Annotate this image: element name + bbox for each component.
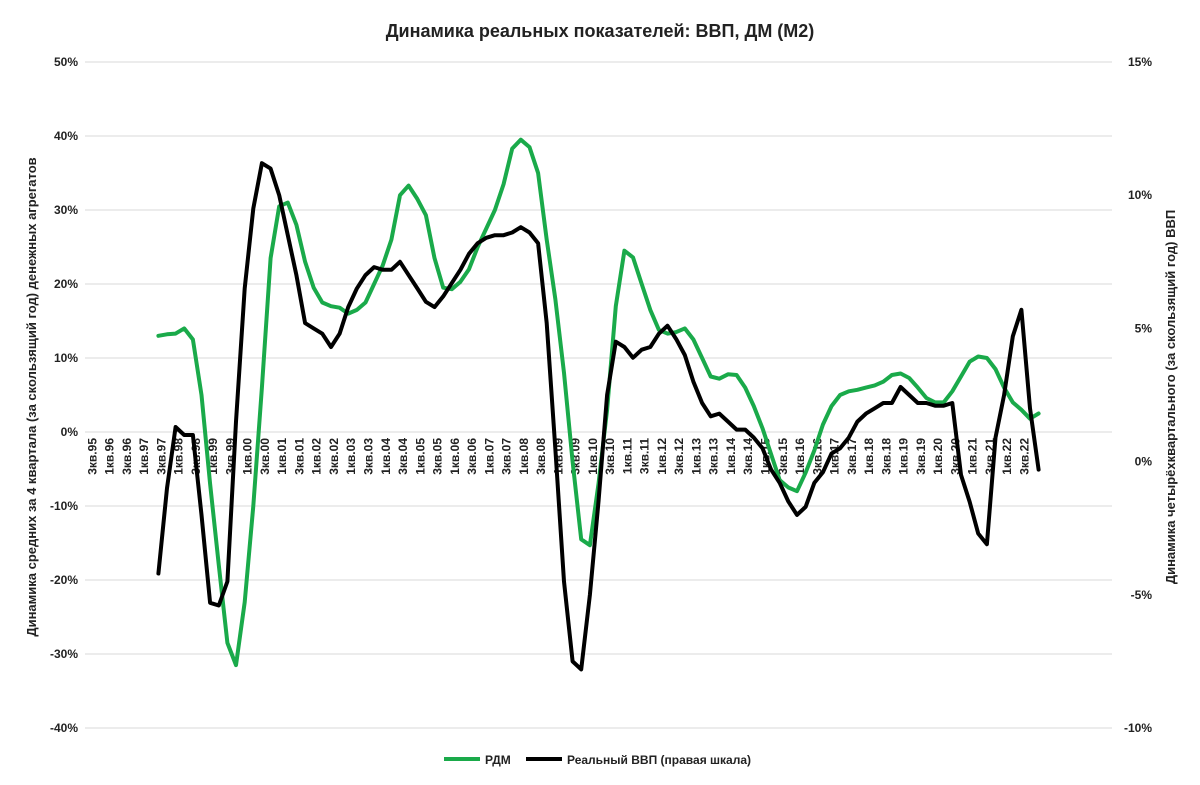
x-tick-label: 1кв.01 bbox=[275, 438, 289, 475]
x-tick-label: 3кв.96 bbox=[120, 438, 134, 475]
gridlines bbox=[85, 61, 1112, 729]
x-tick-label: 3кв.97 bbox=[154, 438, 168, 475]
left-tick-label: -40% bbox=[50, 721, 78, 735]
x-tick-label: 1кв.08 bbox=[517, 438, 531, 475]
left-tick-label: 50% bbox=[54, 55, 78, 69]
left-tick-label: 30% bbox=[54, 203, 78, 217]
x-tick-label: 1кв.18 bbox=[862, 438, 876, 475]
x-tick-label: 3кв.07 bbox=[500, 438, 514, 475]
x-tick-label: 3кв.22 bbox=[1017, 438, 1031, 475]
x-tick-label: 1кв.98 bbox=[172, 438, 186, 475]
x-tick-label: 1кв.10 bbox=[586, 438, 600, 475]
left-axis-ticks: 50% 40% 30% 20% 10% 0% -10% -20% -30% -40% bbox=[50, 55, 78, 735]
x-tick-label: 3кв.13 bbox=[707, 438, 721, 475]
x-tick-label: 1кв.19 bbox=[897, 438, 911, 475]
x-tick-label: 1кв.17 bbox=[828, 438, 842, 475]
x-tick-label: 3кв.11 bbox=[638, 438, 652, 474]
x-tick-label: 3кв.10 bbox=[603, 438, 617, 475]
x-tick-label: 1кв.03 bbox=[344, 438, 358, 475]
x-tick-label: 3кв.00 bbox=[258, 438, 272, 475]
series-line-rdm bbox=[156, 137, 1041, 668]
x-tick-label: 1кв.14 bbox=[724, 438, 738, 475]
left-axis-label: Динамика средних за 4 квартала (за сколь… bbox=[24, 157, 39, 636]
x-tick-label: 3кв.19 bbox=[914, 438, 928, 475]
x-tick-label: 1кв.06 bbox=[448, 438, 462, 475]
x-tick-label: 1кв.96 bbox=[103, 438, 117, 475]
x-tick-label: 3кв.95 bbox=[85, 438, 99, 475]
x-tick-label: 1кв.13 bbox=[690, 438, 704, 475]
x-tick-label: 3кв.04 bbox=[396, 438, 410, 475]
series-lines bbox=[156, 137, 1041, 672]
x-tick-label: 3кв.08 bbox=[534, 438, 548, 475]
left-tick-label: -20% bbox=[50, 573, 78, 587]
legend-label-rdm: РДМ bbox=[485, 753, 511, 767]
left-tick-label: 20% bbox=[54, 277, 78, 291]
left-tick-label: 0% bbox=[61, 425, 79, 439]
legend-label-gdp: Реальный ВВП (правая шкала) bbox=[567, 753, 751, 767]
right-tick-label: 5% bbox=[1135, 321, 1153, 335]
x-tick-label: 1кв.12 bbox=[655, 438, 669, 475]
x-tick-label: 3кв.15 bbox=[776, 438, 790, 475]
right-tick-label: 0% bbox=[1135, 455, 1153, 469]
x-tick-label: 1кв.04 bbox=[379, 438, 393, 475]
left-tick-label: -30% bbox=[50, 647, 78, 661]
x-tick-label: 3кв.02 bbox=[327, 438, 341, 475]
x-tick-label: 3кв.03 bbox=[362, 438, 376, 475]
x-tick-label: 3кв.06 bbox=[465, 438, 479, 475]
left-tick-label: 40% bbox=[54, 129, 78, 143]
x-tick-label: 1кв.11 bbox=[620, 438, 634, 474]
x-tick-label: 1кв.21 bbox=[966, 438, 980, 475]
chart-title: Динамика реальных показателей: ВВП, ДМ (… bbox=[386, 21, 815, 41]
x-tick-label: 1кв.16 bbox=[793, 438, 807, 475]
x-tick-label: 1кв.97 bbox=[137, 438, 151, 475]
series-line-gdp bbox=[156, 161, 1041, 672]
left-tick-label: -10% bbox=[50, 499, 78, 513]
x-tick-label: 3кв.18 bbox=[879, 438, 893, 475]
left-tick-label: 10% bbox=[54, 351, 78, 365]
right-tick-label: 10% bbox=[1128, 188, 1152, 202]
right-tick-label: -5% bbox=[1131, 588, 1153, 602]
x-tick-label: 1кв.02 bbox=[310, 438, 324, 475]
right-tick-label: -10% bbox=[1124, 721, 1152, 735]
x-tick-label: 1кв.20 bbox=[931, 438, 945, 475]
right-axis-ticks: 15% 10% 5% 0% -5% -10% bbox=[1124, 55, 1152, 735]
x-tick-label: 3кв.01 bbox=[293, 438, 307, 475]
right-tick-label: 15% bbox=[1128, 55, 1152, 69]
x-tick-label: 3кв.17 bbox=[845, 438, 859, 475]
x-tick-label: 1кв.05 bbox=[413, 438, 427, 475]
x-tick-label: 3кв.14 bbox=[741, 438, 755, 475]
legend: РДМ Реальный ВВП (правая шкала) bbox=[444, 753, 751, 767]
x-tick-label: 3кв.05 bbox=[431, 438, 445, 475]
x-tick-label: 3кв.12 bbox=[672, 438, 686, 475]
x-tick-label: 1кв.00 bbox=[241, 438, 255, 475]
x-tick-label: 1кв.22 bbox=[1000, 438, 1014, 475]
x-tick-label: 1кв.07 bbox=[482, 438, 496, 475]
right-axis-label: Динамика четырёхквартального (за скользя… bbox=[1163, 210, 1178, 584]
